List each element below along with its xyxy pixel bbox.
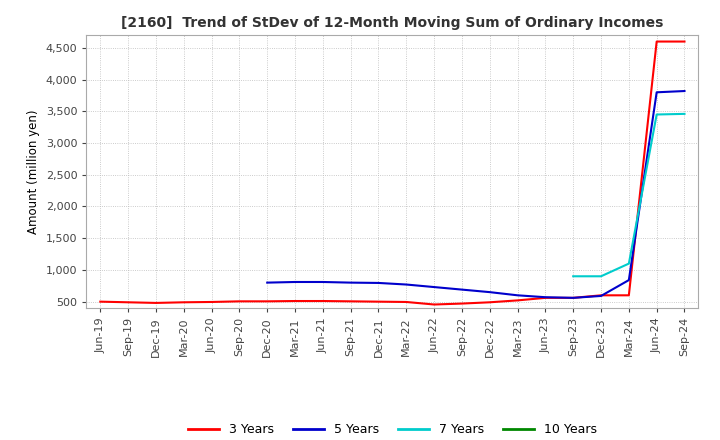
Line: 7 Years: 7 Years	[573, 114, 685, 276]
5 Years	[597, 293, 606, 299]
3 Years	[291, 298, 300, 304]
5 Years	[541, 294, 550, 300]
3 Years	[458, 301, 467, 306]
Line: 5 Years: 5 Years	[267, 91, 685, 298]
5 Years	[680, 88, 689, 94]
5 Years	[569, 295, 577, 301]
3 Years	[569, 295, 577, 301]
3 Years	[624, 293, 633, 298]
5 Years	[485, 290, 494, 295]
7 Years	[569, 274, 577, 279]
Title: [2160]  Trend of StDev of 12-Month Moving Sum of Ordinary Incomes: [2160] Trend of StDev of 12-Month Moving…	[121, 16, 664, 30]
7 Years	[680, 111, 689, 117]
3 Years	[96, 299, 104, 304]
Y-axis label: Amount (million yen): Amount (million yen)	[27, 110, 40, 234]
3 Years	[374, 299, 383, 304]
3 Years	[680, 39, 689, 44]
5 Years	[652, 90, 661, 95]
Legend: 3 Years, 5 Years, 7 Years, 10 Years: 3 Years, 5 Years, 7 Years, 10 Years	[183, 418, 602, 440]
3 Years	[235, 299, 243, 304]
7 Years	[652, 112, 661, 117]
3 Years	[652, 39, 661, 44]
3 Years	[152, 300, 161, 305]
Line: 3 Years: 3 Years	[100, 41, 685, 304]
5 Years	[402, 282, 410, 287]
5 Years	[374, 280, 383, 286]
5 Years	[624, 278, 633, 283]
3 Years	[124, 300, 132, 305]
7 Years	[597, 274, 606, 279]
5 Years	[458, 287, 467, 292]
3 Years	[541, 295, 550, 301]
3 Years	[402, 299, 410, 304]
3 Years	[485, 300, 494, 305]
5 Years	[346, 280, 355, 285]
3 Years	[179, 300, 188, 305]
5 Years	[430, 284, 438, 290]
5 Years	[291, 279, 300, 285]
3 Years	[207, 299, 216, 304]
3 Years	[318, 298, 327, 304]
3 Years	[346, 299, 355, 304]
3 Years	[597, 293, 606, 298]
7 Years	[624, 261, 633, 266]
5 Years	[513, 293, 522, 298]
3 Years	[263, 299, 271, 304]
5 Years	[318, 279, 327, 285]
3 Years	[430, 302, 438, 307]
3 Years	[513, 298, 522, 303]
5 Years	[263, 280, 271, 285]
